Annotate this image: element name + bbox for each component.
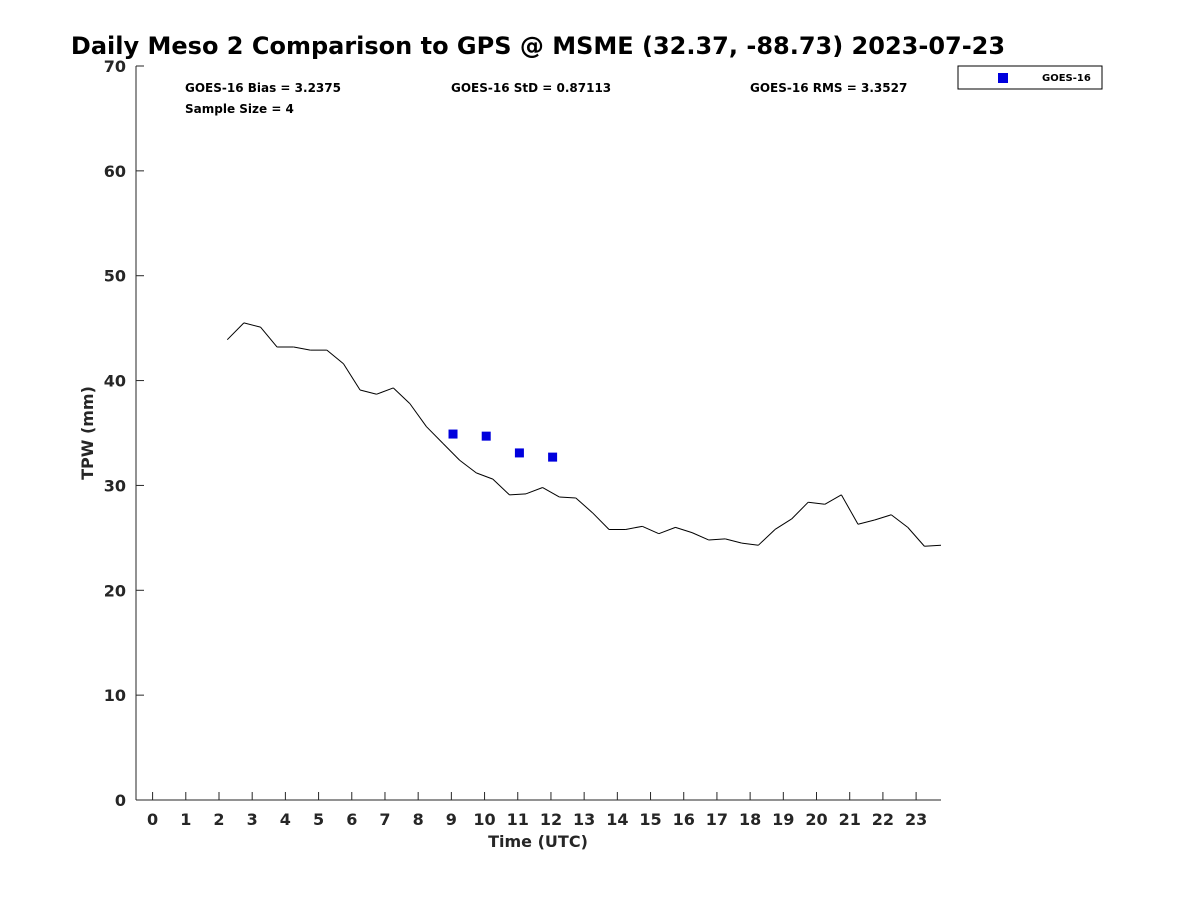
x-tick-label: 4	[280, 810, 291, 829]
gps-line-segment	[774, 518, 792, 530]
gps-line-segment	[642, 525, 660, 535]
gps-line-segment	[658, 526, 676, 535]
x-tick-label: 5	[313, 810, 324, 829]
gps-line-segment	[808, 501, 825, 505]
gps-line-segment	[708, 538, 726, 541]
x-tick-label: 2	[213, 810, 224, 829]
x-tick-label: 0	[147, 810, 158, 829]
gps-line-segment	[343, 363, 361, 391]
gps-line-segment	[392, 387, 411, 405]
gps-line-segment	[857, 519, 875, 525]
legend-box	[957, 65, 1103, 90]
x-axis-label: Time (UTC)	[488, 832, 588, 851]
gps-line-segment	[476, 472, 494, 480]
goes16-point	[514, 448, 524, 458]
gps-line-segment	[840, 494, 859, 525]
gps-line-segment	[874, 514, 892, 521]
stat-std: GOES-16 StD = 0.87113	[451, 81, 611, 95]
x-tick-label: 15	[639, 810, 661, 829]
stat-bias: GOES-16 Bias = 3.2375	[185, 81, 341, 95]
axes	[135, 66, 941, 801]
chart-title: Daily Meso 2 Comparison to GPS @ MSME (3…	[71, 32, 1005, 60]
x-tick-label: 12	[540, 810, 562, 829]
x-tick-label: 7	[379, 810, 390, 829]
gps-line-segment	[359, 389, 377, 395]
gps-line-segment	[525, 487, 543, 495]
gps-line-segment	[542, 487, 560, 498]
x-tick-label: 18	[739, 810, 761, 829]
gps-line-segment	[442, 443, 461, 461]
x-tick-label: 21	[839, 810, 861, 829]
gps-line-segment	[741, 542, 759, 546]
y-axis-label: TPW (mm)	[78, 386, 97, 480]
stats-annotations: GOES-16 Bias = 3.2375 GOES-16 StD = 0.87…	[185, 81, 907, 116]
gps-line-segment	[409, 403, 427, 428]
x-tick-label: 1	[180, 810, 191, 829]
gps-line-segment	[260, 326, 278, 348]
y-tick-label: 50	[104, 267, 126, 286]
goes16-point	[481, 431, 491, 441]
legend-label-goes16: GOES-16	[1042, 73, 1091, 84]
y-tick-label: 60	[104, 162, 126, 181]
gps-line-segment	[824, 494, 842, 505]
x-tick-label: 16	[673, 810, 695, 829]
y-tick-label: 0	[115, 791, 126, 810]
x-tick-label: 8	[413, 810, 424, 829]
gps-line-segment	[592, 512, 610, 530]
legend-swatch-goes16	[998, 73, 1008, 83]
goes16-point	[448, 429, 458, 439]
goes16-point	[548, 452, 558, 462]
gps-line-segment	[924, 544, 942, 547]
x-tick-label: 10	[473, 810, 495, 829]
gps-line-segment	[725, 538, 742, 544]
gps-line-segment	[890, 514, 909, 528]
y-tick-label: 20	[104, 581, 126, 600]
gps-line-segment	[426, 426, 444, 444]
gps-line-segment	[575, 497, 593, 514]
x-tick-label: 17	[706, 810, 728, 829]
x-tick-label: 11	[507, 810, 529, 829]
gps-line-segment	[758, 529, 776, 546]
x-tick-label: 19	[772, 810, 794, 829]
gps-line-segment	[459, 459, 477, 474]
gps-line-segment	[376, 387, 394, 395]
data-marks	[226, 322, 942, 547]
x-tick-label: 14	[606, 810, 628, 829]
gps-line-segment	[691, 532, 709, 541]
x-tick-label: 13	[573, 810, 595, 829]
gps-line-segment	[226, 322, 245, 341]
gps-line-segment	[907, 527, 925, 547]
gps-line-segment	[509, 493, 527, 496]
x-tick-label: 9	[446, 810, 457, 829]
gps-line-segment	[791, 501, 809, 520]
x-tick-label: 23	[905, 810, 927, 829]
x-tick-label: 22	[872, 810, 894, 829]
legend: GOES-16	[957, 65, 1103, 90]
x-tick-label: 6	[346, 810, 357, 829]
y-tick-label: 70	[104, 57, 126, 76]
y-tick-label: 30	[104, 476, 126, 495]
gps-line-segment	[492, 478, 510, 496]
stat-sample-size: Sample Size = 4	[185, 102, 294, 116]
gps-line-segment	[293, 346, 311, 351]
stat-rms: GOES-16 RMS = 3.3527	[750, 81, 907, 95]
gps-line-segment	[675, 526, 693, 534]
x-tick-label: 20	[805, 810, 827, 829]
gps-line-segment	[625, 525, 643, 530]
gps-line-segment	[559, 496, 576, 499]
gps-line-segment	[243, 322, 261, 328]
y-tick-label: 10	[104, 686, 126, 705]
gps-line-segment	[326, 349, 344, 365]
x-tick-label: 3	[247, 810, 258, 829]
y-tick-label: 40	[104, 372, 126, 391]
